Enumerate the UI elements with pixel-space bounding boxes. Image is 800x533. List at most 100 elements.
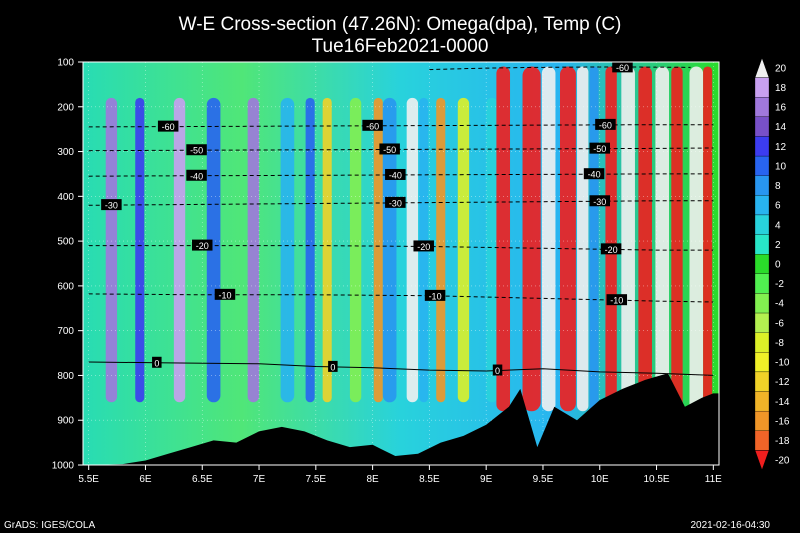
omega-band [247, 97, 260, 403]
y-tick-label: 200 [57, 102, 74, 113]
x-tick-label: 7.5E [306, 474, 327, 485]
colorbar-label: 20 [775, 63, 787, 74]
contour-label-box [186, 144, 207, 156]
contour-label: -30 [593, 197, 606, 207]
colorbar-swatch [754, 293, 770, 314]
contour-labels: -60 -60 -60 -50 -50 -50 -40 -40 -40 -30 -30 -30 -20 -… [101, 61, 633, 376]
omega-band [621, 66, 635, 412]
contour-label-box [362, 119, 383, 131]
x-tick-label: 10.5E [643, 474, 669, 485]
x-tick-label: 9.5E [533, 474, 554, 485]
colorbar-swatch [754, 332, 770, 353]
colorbar-label: -12 [775, 377, 790, 388]
colorbar-swatch [754, 391, 770, 412]
omega-band [496, 66, 511, 412]
colorbar-swatch [754, 312, 770, 333]
omega-band [280, 97, 295, 403]
colorbar-label: 14 [775, 122, 787, 133]
colorbar: 20181614121086420-2-4-6-8-10-12-14-16-18… [754, 57, 790, 471]
colorbar-label: 8 [775, 181, 781, 192]
omega-band [373, 97, 383, 403]
omega-band [305, 97, 315, 403]
y-tick-label: 300 [57, 147, 74, 158]
contour-label-box [413, 240, 434, 252]
y-tick-label: 400 [57, 192, 74, 203]
colorbar-swatch [754, 97, 770, 118]
x-tick-label: 5.5E [78, 474, 99, 485]
footer-credit: GrADS: IGES/COLA [4, 520, 96, 531]
colorbar-swatch [754, 371, 770, 392]
omega-bands [105, 66, 713, 412]
omega-band [638, 66, 652, 412]
contour-label: -10 [218, 290, 231, 300]
temperature-contour [88, 124, 714, 128]
contour-label-box [101, 199, 122, 211]
omega-band [703, 66, 713, 412]
colorbar-label: 4 [775, 220, 781, 231]
colorbar-swatch [754, 155, 770, 176]
y-axis: 100 200 300 400 500 600 700 800 900 1000 [52, 58, 83, 472]
contour-label: -60 [616, 63, 629, 73]
contour-label: -60 [366, 121, 379, 131]
colorbar-label: 16 [775, 103, 787, 114]
colorbar-label: 12 [775, 142, 787, 153]
x-tick-label: 7E [253, 474, 266, 485]
x-tick-label: 11E [705, 474, 722, 485]
colorbar-label: -14 [775, 397, 790, 408]
colorbar-label: 18 [775, 83, 787, 94]
contour-label-box [385, 196, 406, 208]
colorbar-swatch [754, 410, 770, 431]
contour-label-box [612, 61, 633, 73]
x-tick-label: 9E [480, 474, 493, 485]
y-tick-label: 700 [57, 326, 74, 337]
omega-band [560, 66, 576, 412]
contour-label-box [492, 364, 503, 376]
colorbar-label: -20 [775, 456, 790, 467]
colorbar-label: -16 [775, 416, 790, 427]
x-axis: 5.5E 6E 6.5E 7E 7.5E 8E 8.5E 9E 9.5E 10E 10.5E 11E [78, 465, 722, 485]
contour-label-box [379, 143, 400, 155]
contour-label: 0 [495, 366, 500, 376]
x-tick-label: 6.5E [192, 474, 213, 485]
contour-label-box [595, 118, 616, 130]
omega-band [349, 97, 362, 403]
y-tick-label: 500 [57, 237, 74, 248]
colorbar-swatch [754, 195, 770, 216]
omega-band [173, 97, 186, 403]
contour-label: -10 [610, 296, 623, 306]
colorbar-label: -10 [775, 358, 790, 369]
y-tick-label: 1000 [52, 461, 75, 472]
contour-label: 0 [330, 362, 335, 372]
omega-band [522, 66, 541, 412]
contour-label-box [328, 360, 338, 372]
contour-label: -10 [429, 291, 442, 301]
omega-band [135, 97, 145, 403]
colorbar-label: -8 [775, 338, 784, 349]
contour-label-box [157, 120, 179, 132]
y-tick-label: 900 [57, 416, 74, 427]
contour-label: -50 [190, 146, 203, 156]
colorbar-label: 0 [775, 260, 781, 271]
contour-label: -50 [593, 144, 606, 154]
plot-area: -60 -60 -60 -50 -50 -50 -40 -40 -40 -30 -30 -30 -20 -… [82, 61, 720, 466]
omega-band [457, 97, 470, 403]
x-tick-label: 6E [139, 474, 152, 485]
colorbar-label: -4 [775, 299, 784, 310]
colorbar-swatch [754, 234, 770, 255]
contour-label-box [385, 168, 406, 180]
contour-label-box [192, 239, 213, 251]
plot-frame [82, 61, 720, 466]
contour-label: -60 [599, 120, 612, 130]
colorbar-swatch [754, 214, 770, 235]
colorbar-swatch [754, 254, 770, 274]
footer-timestamp: 2021-02-16-04:30 [690, 520, 770, 531]
temperature-contour [88, 361, 714, 376]
x-tick-label: 8.5E [419, 474, 440, 485]
omega-band [605, 66, 617, 412]
omega-band [655, 66, 670, 412]
colorbar-label: 6 [775, 201, 781, 212]
colorbar-swatch [754, 430, 770, 451]
temperature-contour [88, 200, 714, 206]
chart-title: W-E Cross-section (47.26N): Omega(dpa), … [178, 14, 622, 35]
